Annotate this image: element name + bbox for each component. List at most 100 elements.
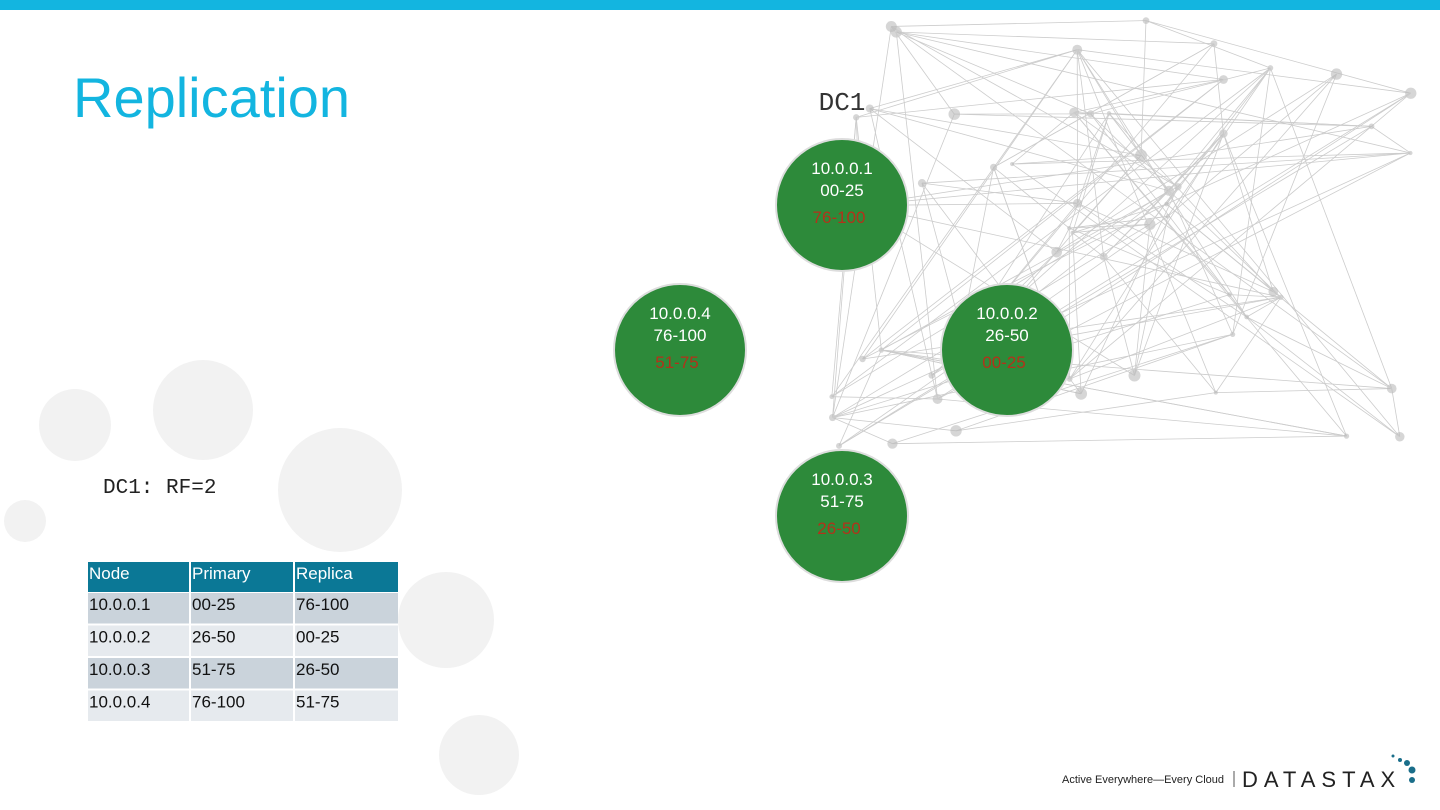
network-line [859, 205, 1281, 298]
network-line [1134, 224, 1151, 376]
network-line [838, 126, 1372, 447]
title: Replication [73, 66, 350, 129]
network-line [869, 108, 1170, 192]
network-line [1391, 388, 1401, 437]
network-line [862, 79, 1224, 360]
network-line [1073, 112, 1347, 437]
network-line [1073, 112, 1179, 188]
network-dot [950, 425, 962, 437]
network-line [1232, 73, 1337, 335]
cell-text: 26-50 [192, 628, 235, 647]
network-dot [859, 355, 866, 363]
network-dot [1142, 17, 1150, 24]
table-cell [295, 593, 398, 624]
network-dot [885, 20, 897, 32]
table-cell [295, 690, 398, 721]
network-line [1069, 223, 1150, 229]
table-cell [295, 625, 398, 656]
network-line [896, 31, 1411, 154]
table: Node Primary Replica 10.0.0.1 00-25 76-100 10.… [88, 562, 398, 721]
network-line [955, 392, 1216, 432]
node-circle [775, 449, 909, 583]
network-line [1167, 73, 1337, 217]
rf-label: DC1: RF=2 [103, 477, 216, 500]
network-dot [917, 179, 927, 188]
node-replica: 76-100 [813, 208, 866, 227]
network-dot [928, 372, 935, 379]
table-cell [191, 593, 293, 624]
network-line [1076, 49, 1105, 257]
network-dot [1244, 314, 1250, 320]
network-line [1103, 256, 1135, 376]
network-line [1069, 296, 1282, 380]
network-line [1166, 186, 1179, 205]
network-dot [1330, 68, 1343, 80]
network-line [1072, 232, 1104, 258]
network-line [831, 67, 1271, 398]
table-cell [191, 625, 293, 656]
network-line [891, 26, 1179, 188]
logo-dots [1391, 754, 1416, 783]
network-line [1168, 133, 1224, 192]
network-line [856, 79, 1224, 118]
node-primary: 00-25 [820, 181, 863, 200]
network-line [862, 49, 1078, 360]
network-line [993, 43, 1215, 168]
node-circle [613, 283, 747, 417]
network-line [1077, 49, 1411, 94]
node-ip: 10.0.0.2 [976, 304, 1037, 323]
network-line [1232, 67, 1271, 335]
node-primary: 51-75 [820, 492, 863, 511]
network-line [896, 31, 1091, 115]
network-line [1072, 155, 1142, 234]
network-line [1215, 388, 1392, 394]
network-line [862, 203, 1167, 360]
node-replica: 00-25 [982, 353, 1025, 372]
network-line [1168, 67, 1271, 192]
network-line [1166, 92, 1411, 205]
header-cell [191, 562, 293, 592]
dc-label: DC1 [819, 88, 866, 118]
cell-text: 10.0.0.4 [89, 693, 150, 712]
node-replica: 26-50 [817, 519, 860, 538]
network-line [1223, 133, 1347, 437]
network-line [862, 296, 1281, 360]
network-line [1072, 223, 1150, 234]
network-line [1103, 256, 1217, 393]
network-dot [1213, 390, 1218, 395]
network-line [1076, 49, 1248, 318]
cell-text: 51-75 [296, 693, 339, 712]
cell-text: 26-50 [296, 660, 339, 679]
header-cell [295, 562, 398, 592]
table-cell [191, 658, 293, 689]
logo: DATASTAX [1242, 767, 1401, 792]
header-text: Primary [192, 564, 251, 583]
network-line [1080, 186, 1179, 394]
cell-text: 76-100 [296, 595, 349, 614]
node-circle [940, 283, 1074, 417]
network-line [1074, 111, 1372, 127]
network-line [896, 31, 1214, 45]
network-line [921, 182, 1078, 204]
network-line [1072, 232, 1082, 394]
network-line [1076, 49, 1217, 393]
network-dot [865, 104, 874, 113]
network-line [1167, 67, 1271, 217]
cell-text: 00-25 [192, 595, 235, 614]
table-cell [88, 625, 189, 656]
network-line [895, 31, 938, 400]
network-line [831, 396, 938, 400]
network-line [1246, 316, 1392, 389]
network-line [838, 349, 882, 447]
network-line [1145, 20, 1271, 69]
network-line [859, 152, 1411, 206]
network-line [890, 26, 955, 115]
cell-text: 76-100 [192, 693, 245, 712]
network-line [1069, 126, 1372, 380]
network-line [1246, 316, 1401, 438]
top-bar [0, 0, 1440, 10]
cell-text: 10.0.0.2 [89, 628, 150, 647]
network-line [1068, 113, 1110, 229]
table-cell [191, 690, 293, 721]
